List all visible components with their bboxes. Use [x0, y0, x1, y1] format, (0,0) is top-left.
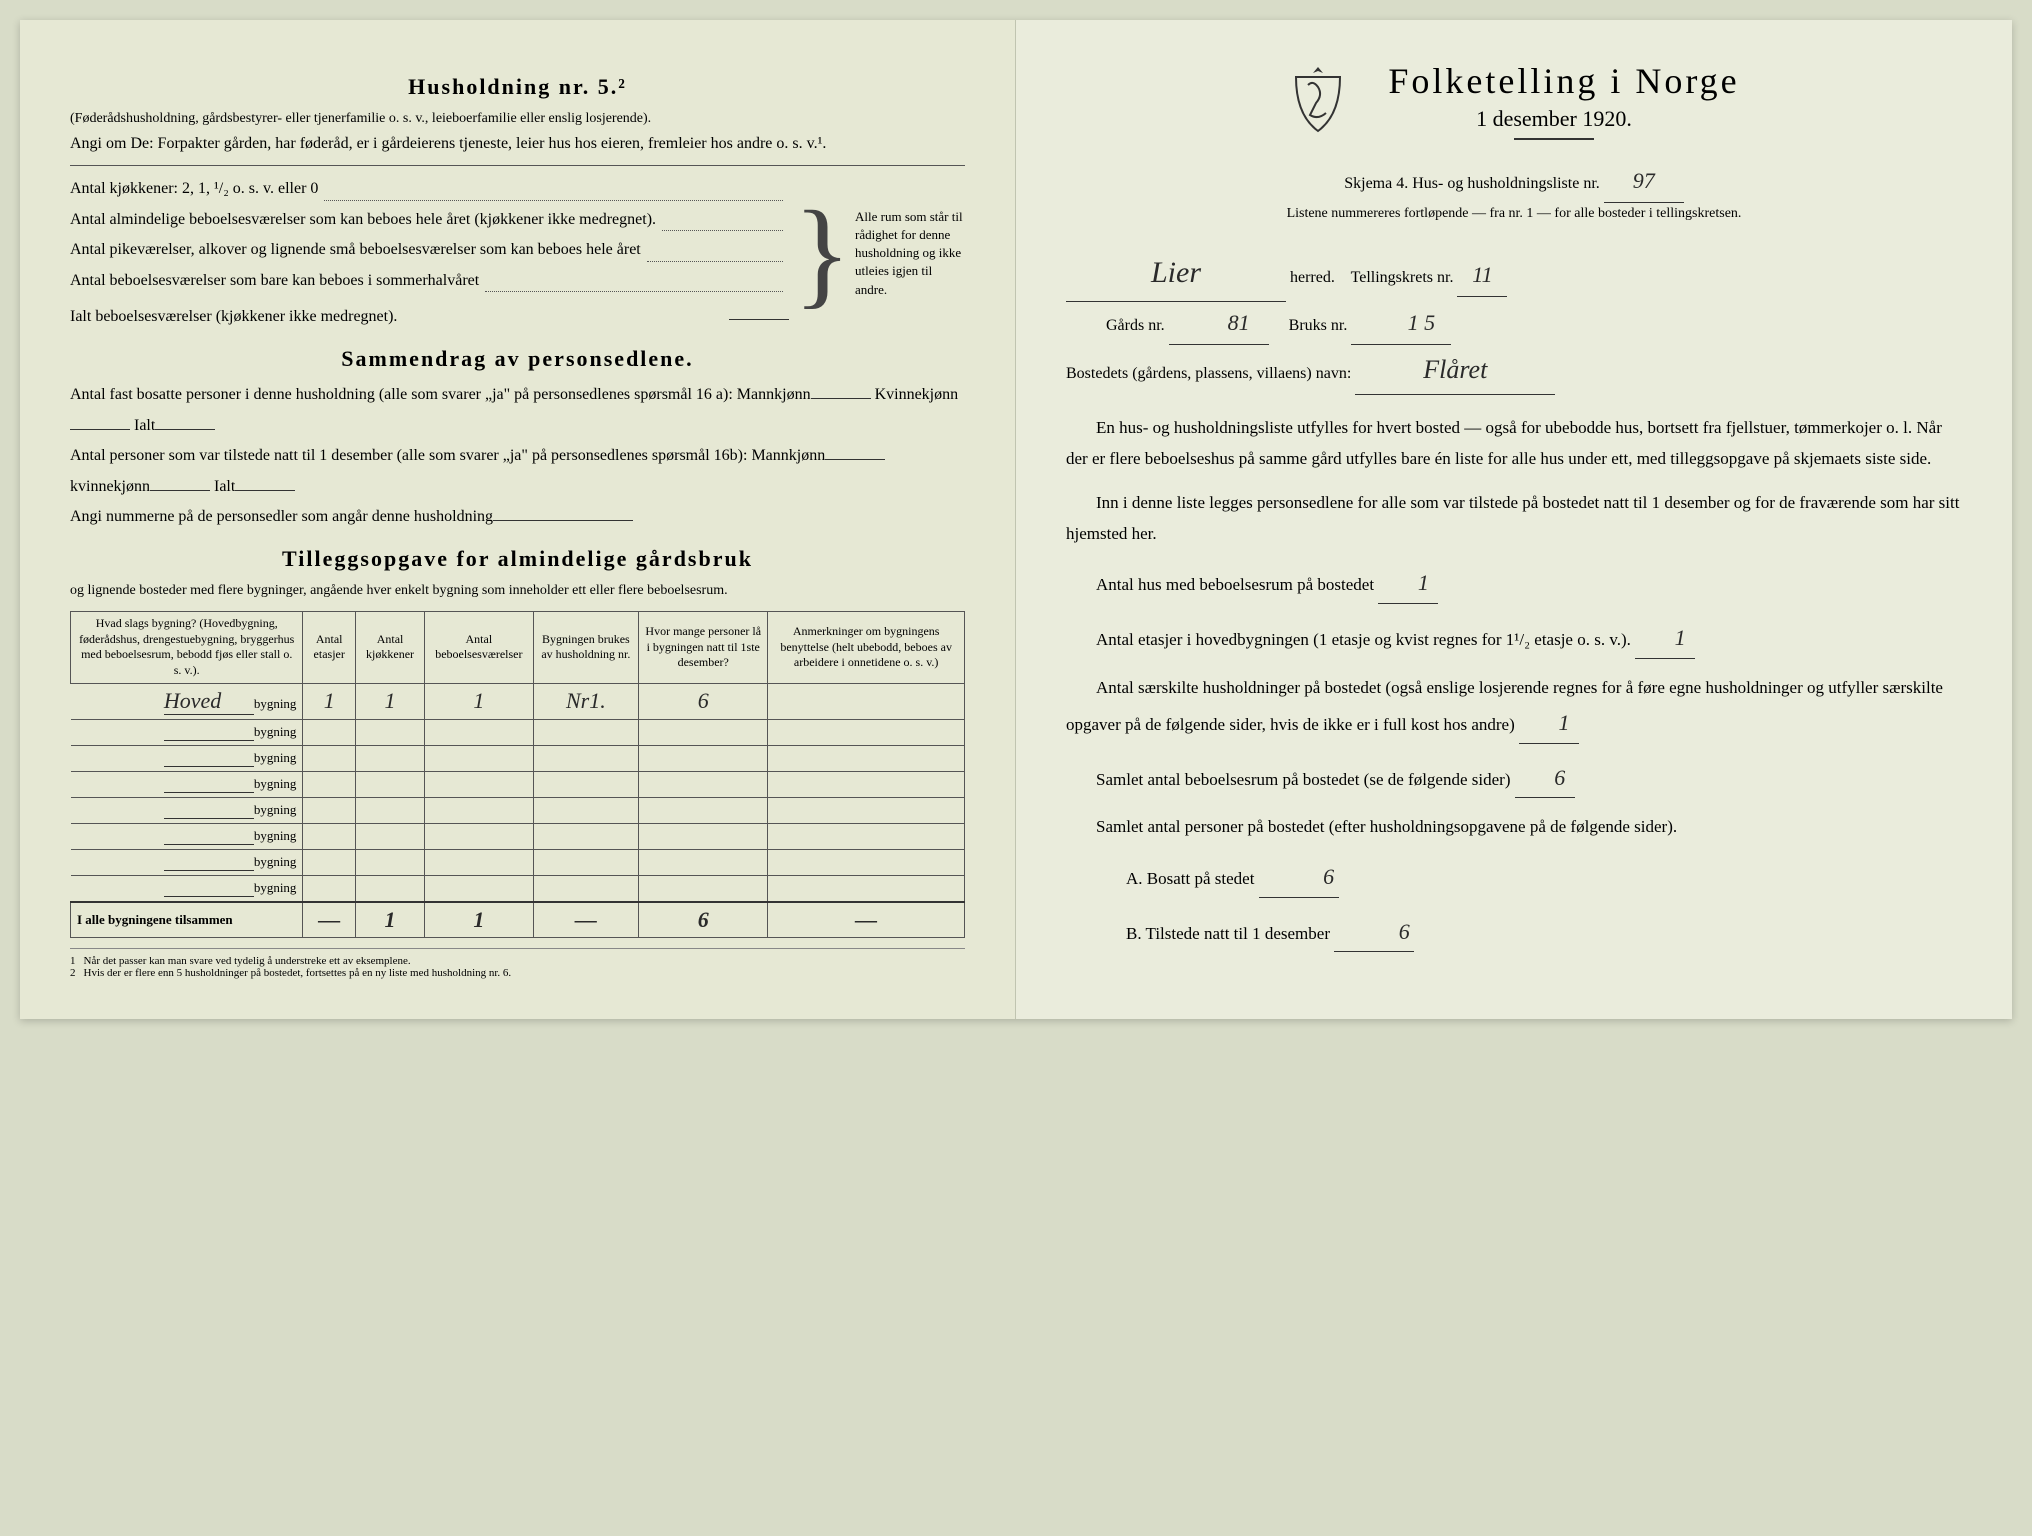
skjema-nr-value: 97 — [1604, 160, 1684, 203]
krets-value: 11 — [1457, 254, 1507, 297]
q3: Antal særskilte husholdninger på bostede… — [1066, 673, 1962, 744]
table-row: Hovedbygning111Nr1.6 — [71, 683, 965, 719]
table-total-row: I alle bygningene tilsammen—11—6— — [71, 902, 965, 938]
listene-note: Listene nummereres fortløpende — fra nr.… — [1066, 203, 1962, 224]
footnotes: 1 Når det passer kan man svare ved tydeli… — [70, 948, 965, 979]
herred-line: Lier herred. Tellingskrets nr. 11 — [1066, 244, 1962, 302]
herred-value: Lier — [1066, 244, 1286, 302]
table-row: bygning — [71, 797, 965, 823]
q1-value: 1 — [1378, 563, 1438, 604]
table-col-7: Anmerkninger om bygningens benyttelse (h… — [768, 612, 965, 683]
q2-value: 1 — [1635, 618, 1695, 659]
summary-heading: Sammendrag av personsedlene. — [70, 346, 965, 372]
husholdning-heading: Husholdning nr. 5.² — [70, 74, 965, 100]
table-col-3: Antal kjøkkener — [355, 612, 424, 683]
bruks-value: 1 5 — [1351, 302, 1451, 345]
tillegg-sub: og lignende bosteder med flere bygninger… — [70, 580, 965, 601]
q3-value: 1 — [1519, 703, 1579, 744]
brace-caption: Alle rum som står til rådighet for denne… — [855, 208, 965, 299]
skjema-line: Skjema 4. Hus- og husholdningsliste nr. … — [1066, 160, 1962, 203]
table-header-row: Hvad slags bygning? (Hovedbygning, føder… — [71, 612, 965, 683]
q1: Antal hus med beboelsesrum på bostedet 1 — [1066, 563, 1962, 604]
qA-value: 6 — [1259, 857, 1339, 898]
rooms-line-2: Antal pikeværelser, alkover og lignende … — [70, 235, 641, 265]
qA: A. Bosatt på stedet 6 — [1066, 857, 1962, 898]
table-col-1: Hvad slags bygning? (Hovedbygning, føder… — [71, 612, 303, 683]
summary-line-2: Antal personer som var tilstede natt til… — [70, 441, 965, 502]
qB: B. Tilstede natt til 1 desember 6 — [1066, 912, 1962, 953]
para-2: Inn i denne liste legges personsedlene f… — [1066, 488, 1962, 549]
bygning-table: Hvad slags bygning? (Hovedbygning, føder… — [70, 611, 965, 937]
intro-parenthetical: (Føderådshusholdning, gårdsbestyrer- ell… — [70, 108, 965, 129]
bosted-line: Bostedets (gårdens, plassens, villaens) … — [1066, 345, 1962, 395]
table-row: bygning — [71, 719, 965, 745]
right-page: Folketelling i Norge 1 desember 1920. Sk… — [1016, 20, 2012, 1019]
table-row: bygning — [71, 849, 965, 875]
table-row: bygning — [71, 823, 965, 849]
table-col-4: Antal beboelsesværelser — [425, 612, 533, 683]
qB-value: 6 — [1334, 912, 1414, 953]
rooms-line-3: Antal beboelsesværelser som bare kan beb… — [70, 266, 479, 296]
footnote-1: Når det passer kan man svare ved tydelig… — [84, 955, 411, 967]
q5: Samlet antal personer på bostedet (efter… — [1066, 812, 1962, 843]
table-row: bygning — [71, 771, 965, 797]
intro-angi: Angi om De: Forpakter gården, har føderå… — [70, 129, 965, 166]
rooms-total: Ialt beboelsesværelser (kjøkkener ikke m… — [70, 302, 397, 332]
footnote-num-1: 1 — [70, 955, 76, 967]
rooms-line-1: Antal almindelige beboelsesværelser som … — [70, 205, 656, 235]
q4-value: 6 — [1515, 758, 1575, 799]
para-1: En hus- og husholdningsliste utfylles fo… — [1066, 413, 1962, 474]
summary-line-1: Antal fast bosatte personer i denne hush… — [70, 380, 965, 441]
document-spread: Husholdning nr. 5.² (Føderådshusholdning… — [20, 20, 2012, 1019]
brace-glyph: } — [789, 205, 855, 301]
table-col-6: Hvor mange personer lå i bygningen natt … — [639, 612, 768, 683]
gards-line: Gårds nr. 81 Bruks nr. 1 5 — [1066, 302, 1962, 345]
table-row: bygning — [71, 875, 965, 902]
gards-value: 81 — [1169, 302, 1269, 345]
footnote-2: Hvis der er flere enn 5 husholdninger på… — [84, 967, 512, 979]
rooms-brace-group: Antal kjøkkener: 2, 1, ¹/₂ o. s. v. elle… — [70, 174, 965, 332]
kitchens-line: Antal kjøkkener: 2, 1, ¹/₂ o. s. v. elle… — [70, 174, 318, 204]
coat-of-arms-icon — [1288, 65, 1348, 135]
table-col-5: Bygningen brukes av husholdning nr. — [533, 612, 639, 683]
q2: Antal etasjer i hovedbygningen (1 etasje… — [1066, 618, 1962, 659]
title-block: Folketelling i Norge 1 desember 1920. — [1066, 60, 1962, 140]
table-row: bygning — [71, 745, 965, 771]
census-date: 1 desember 1920. — [1368, 106, 1739, 132]
footnote-num-2: 2 — [70, 967, 76, 979]
left-page: Husholdning nr. 5.² (Føderådshusholdning… — [20, 20, 1016, 1019]
q4: Samlet antal beboelsesrum på bostedet (s… — [1066, 758, 1962, 799]
table-col-2: Antal etasjer — [303, 612, 356, 683]
summary-line-3: Angi nummerne på de personsedler som ang… — [70, 502, 965, 532]
tillegg-heading: Tilleggsopgave for almindelige gårdsbruk — [70, 546, 965, 572]
census-title: Folketelling i Norge — [1388, 60, 1739, 102]
bosted-value: Flåret — [1355, 345, 1555, 395]
